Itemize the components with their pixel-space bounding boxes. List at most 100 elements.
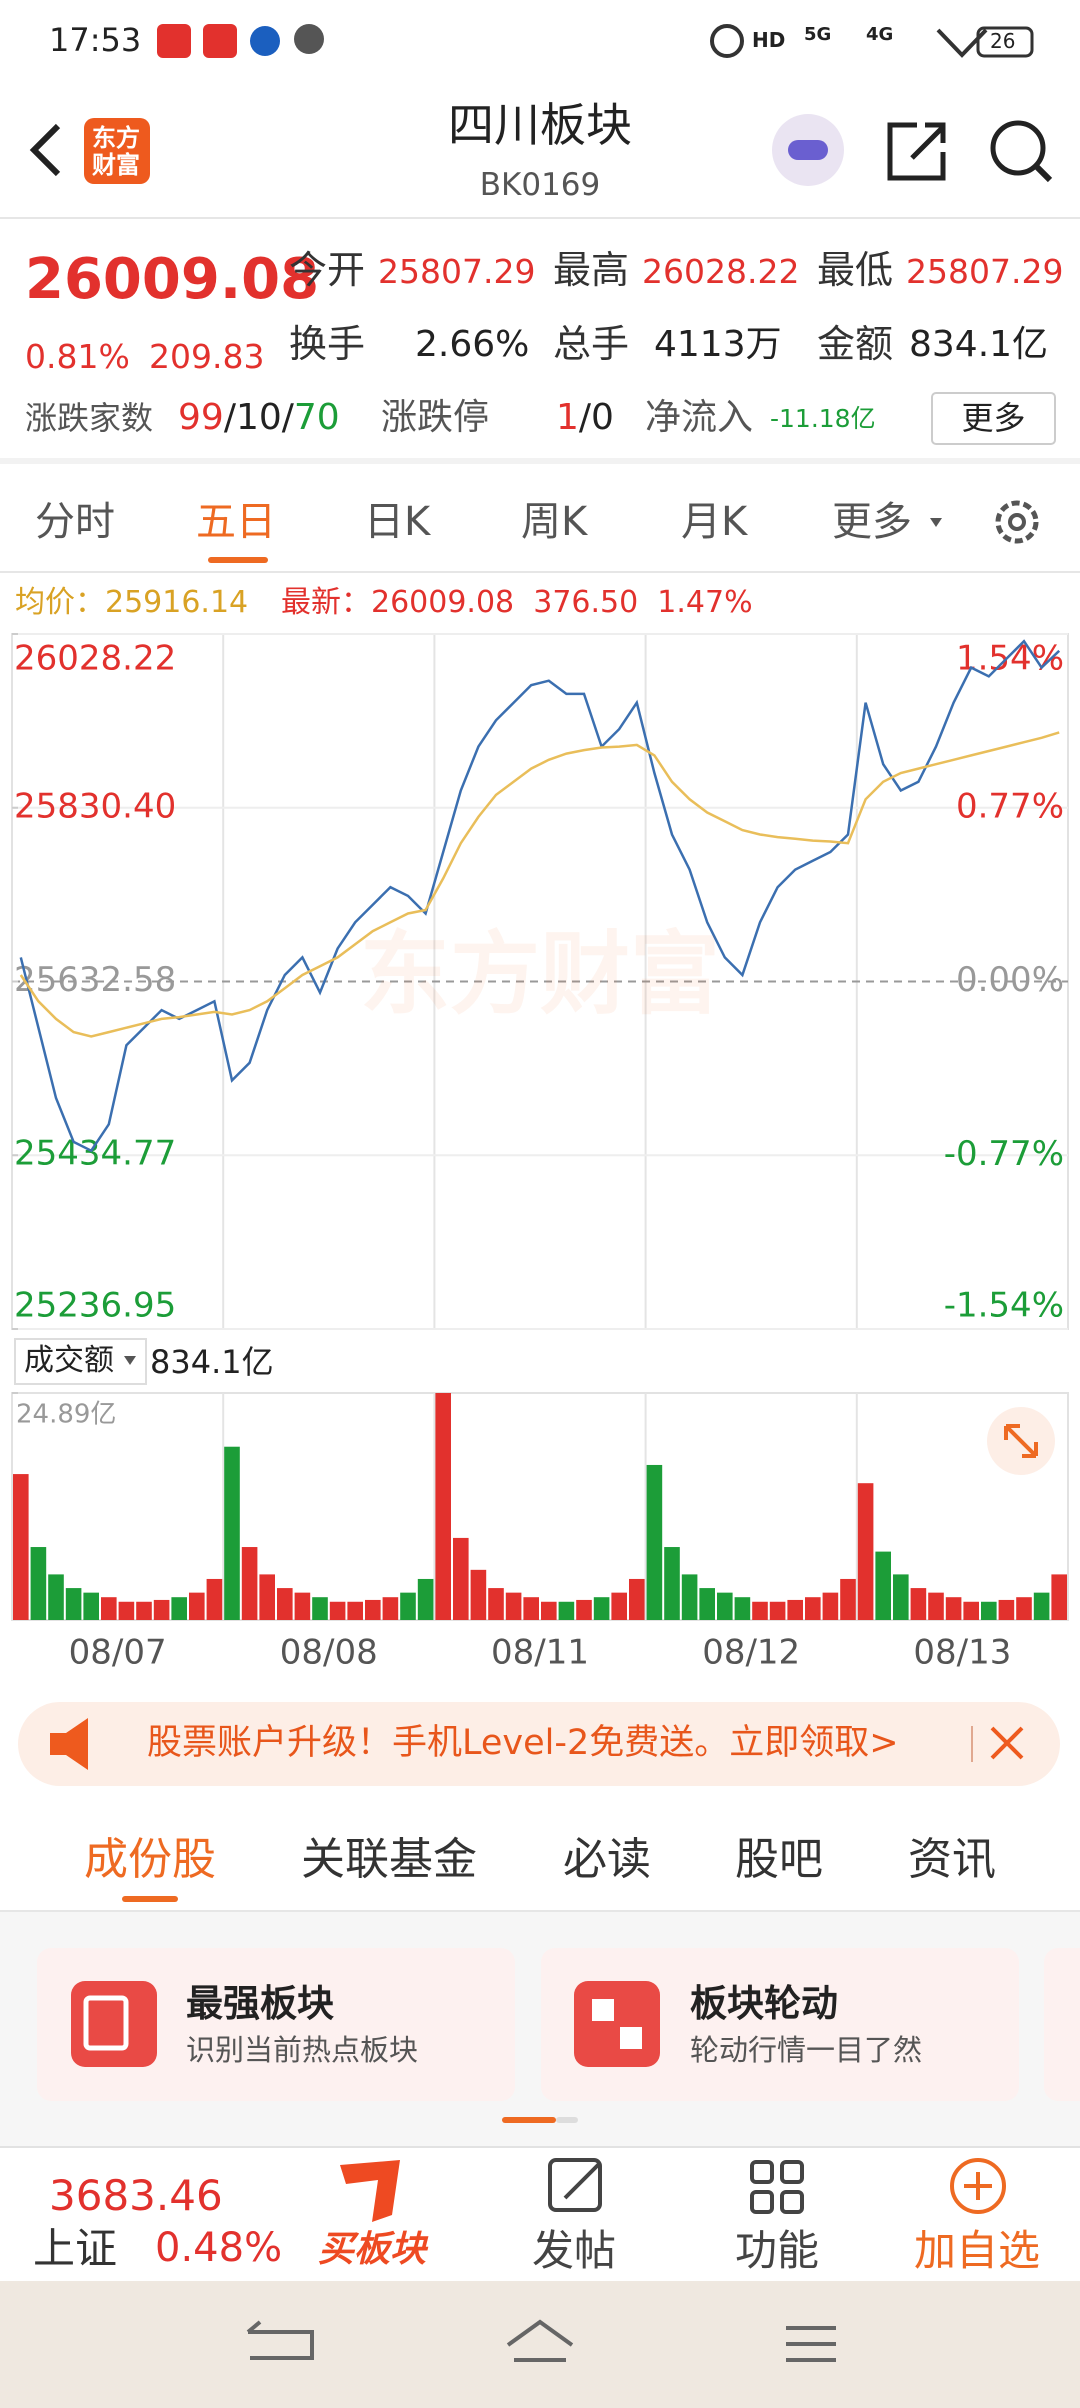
separator: / [578,397,592,438]
volume-bar [769,1601,786,1620]
expand-icon [1004,1424,1038,1458]
volume-selector[interactable] [14,1338,147,1385]
chart-tab-active[interactable]: 五日 [196,499,276,545]
page-title: 四川板块 [448,98,632,152]
share-icon[interactable] [887,122,946,181]
logo [84,118,150,184]
content-tab[interactable]: 资讯 [908,1834,996,1885]
card-title[interactable]: 板块轮动 [690,1982,838,2025]
breadth: 99/10/70 [178,400,340,436]
logo-text: 财富 [92,151,140,179]
card[interactable] [37,1948,515,2101]
volume-bar [681,1574,698,1620]
chart-tab[interactable]: 月K [681,499,748,545]
volume-bar [541,1601,557,1620]
volume-bar [48,1574,64,1620]
volume-bar [910,1588,927,1620]
volume-bar [118,1601,135,1620]
limit: 1/0 [556,400,614,436]
close-icon[interactable] [990,1726,1024,1760]
amount: 834.1亿 [909,324,1049,365]
nav-menu[interactable] [786,2326,836,2362]
more-button[interactable] [931,392,1056,445]
volume-bar [30,1547,47,1620]
index-name[interactable]: 上证 [33,2224,118,2273]
add-icon-plus [964,2172,992,2200]
add-icon[interactable] [950,2158,1006,2214]
card-subtitle: 识别当前热点板块 [186,2033,419,2067]
settings-icon[interactable] [995,500,1039,544]
x-tick-label: 08/11 [491,1633,589,1673]
chart-tab[interactable]: 日K [364,499,431,545]
card-title[interactable]: 最强板块 [186,1982,334,2025]
flat-count: 10 [235,397,282,438]
chat-icon [294,24,324,54]
index-change[interactable]: 0.48% [155,2225,283,2271]
card-subtitle: 轮动行情一目了然 [690,2033,923,2067]
volume-bar [153,1599,170,1620]
app-icon [250,26,280,56]
card[interactable] [1044,1948,1080,2101]
volume-bar [277,1588,293,1620]
volume-label[interactable]: 成交额 [24,1343,114,1378]
card-icon-glyph [592,1999,614,2021]
chart-tab[interactable]: 周K [521,499,588,545]
up-count: 99 [178,397,224,438]
index-value[interactable]: 3683.46 [49,2171,223,2220]
field-label: 今开 [289,248,366,292]
nav-home[interactable] [506,2319,574,2362]
status-time: 17:53 [49,21,142,59]
volume-bar [664,1547,680,1620]
volume-bar [136,1601,152,1620]
search-icon[interactable] [990,120,1046,176]
chart-tab[interactable]: 分时 [35,499,115,545]
content-tab[interactable]: 关联基金 [301,1834,477,1885]
net-inflow: -11.18亿 [770,404,876,433]
banner[interactable] [18,1702,1060,1786]
functions-icon[interactable] [750,2160,774,2184]
functions-label[interactable]: 功能 [735,2226,820,2275]
high: 26028.22 [642,252,800,291]
limit-up: 1 [556,397,579,438]
y-tick-label: 25236.95 [14,1286,176,1326]
add-label[interactable]: 加自选 [914,2226,1041,2275]
assistant-face [788,140,828,160]
banner-text[interactable]: 股票账户升级！手机Level-2免费送。立即领取> [147,1723,899,1763]
post-icon[interactable] [548,2158,602,2212]
more-label[interactable]: 更多 [961,399,1026,437]
status-network: 5G [804,24,832,45]
post-label[interactable]: 发帖 [532,2226,617,2275]
volume-bar [787,1599,803,1620]
divider [0,458,1080,464]
content-tab[interactable]: 股吧 [735,1834,823,1885]
bottom-bar [0,2147,1080,2281]
content-tab[interactable]: 必读 [563,1834,651,1885]
volume-bar [646,1464,663,1620]
buy-label[interactable]: 买板块 [318,2229,427,2270]
volume-bar [805,1597,821,1620]
nav-back[interactable] [246,2320,314,2360]
chart-tab[interactable]: 更多 [832,499,912,545]
volume-bar [83,1592,99,1620]
back-icon[interactable] [29,123,61,177]
buy-icon[interactable] [340,2160,400,2222]
volume-max-label: 24.89亿 [16,1400,116,1430]
volume-bar [171,1597,187,1620]
y2-tick-label: 0.77% [956,786,1064,826]
x-tick-label: 08/13 [913,1633,1011,1673]
volume-bar [470,1569,487,1620]
volume-bar [488,1588,504,1620]
dropdown-arrow [930,518,942,527]
content-tab-active[interactable]: 成份股 [84,1834,216,1885]
card[interactable] [541,1948,1019,2101]
volume-bar [101,1597,117,1620]
y-tick-label: 25434.77 [14,1134,176,1174]
volume-bar [822,1592,839,1620]
change: 209.83 [149,337,265,376]
settings-icon-core [1008,513,1026,531]
volume-bar [189,1592,205,1620]
field-label: 最低 [817,248,894,292]
avg-label: 均价： [15,585,105,620]
volume-total: 834.1亿 [150,1343,274,1381]
